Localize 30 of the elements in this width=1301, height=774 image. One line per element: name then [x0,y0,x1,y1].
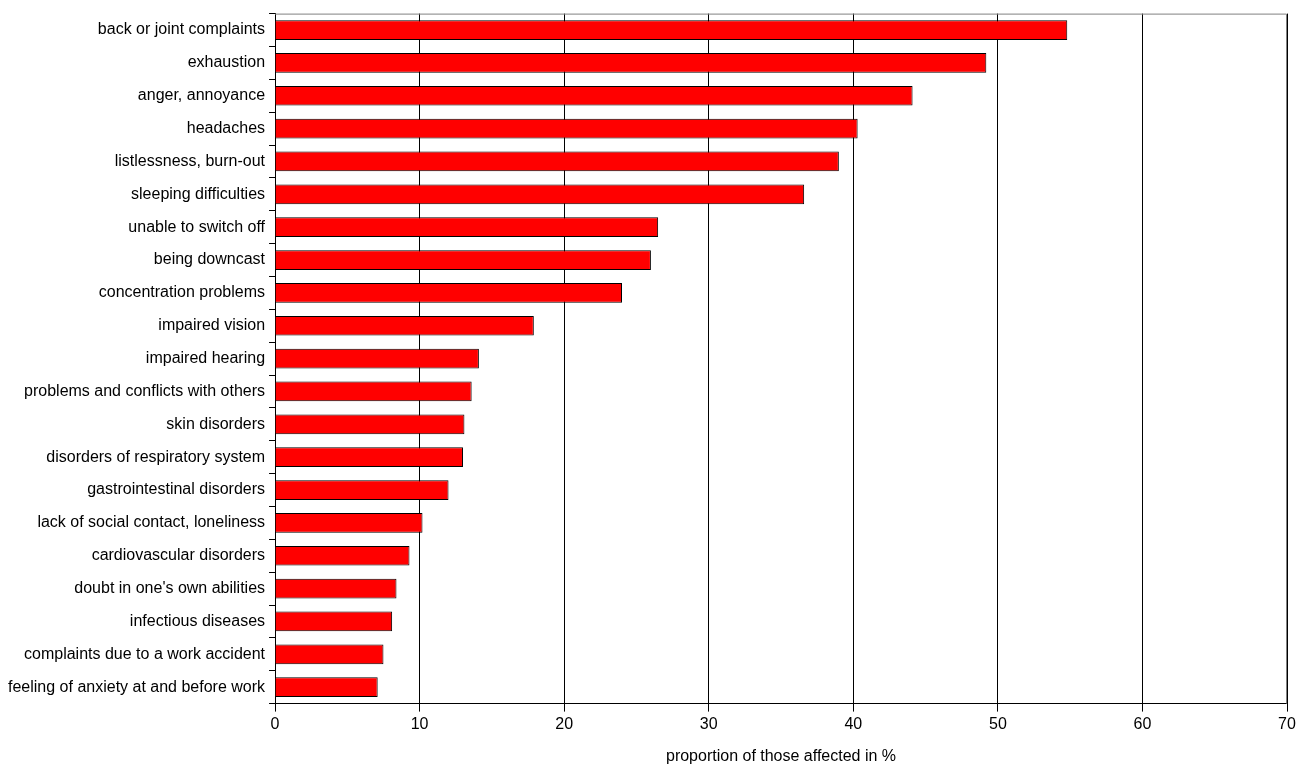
y-tick-label: listlessness, burn-out [114,151,266,169]
y-tick-label: back or joint complaints [97,20,266,38]
y-tick-label: being downcast [153,250,266,268]
y-tick-label: problems and conflicts with others [24,381,266,399]
y-tick-label: unable to switch off [128,217,266,235]
x-tick-label: 70 [1278,714,1296,732]
y-tick-label: gastrointestinal disorders [87,480,266,498]
y-tick-label: disorders of respiratory system [46,447,266,465]
y-tick-label: headaches [186,119,266,137]
y-tick-label: anger, annoyance [137,86,266,104]
y-tick-label: concentration problems [98,283,266,301]
x-axis-title: proportion of those affected in % [665,746,897,764]
x-tick-label: 0 [270,714,280,732]
y-tick-label: exhaustion [187,53,266,71]
y-tick-label: lack of social contact, loneliness [37,513,266,531]
x-tick-label: 50 [988,714,1007,732]
x-tick-label: 40 [844,714,863,732]
y-tick-label: skin disorders [166,414,266,432]
y-tick-label: complaints due to a work accident [24,644,266,662]
y-tick-label: doubt in one's own abilities [74,579,266,597]
x-tick-label: 30 [699,714,718,732]
y-tick-label: impaired vision [158,316,266,334]
y-tick-label: impaired hearing [145,349,266,367]
x-tick-label: 20 [555,714,574,732]
y-tick-label: cardiovascular disorders [91,546,266,564]
x-tick-label: 60 [1133,714,1152,732]
y-tick-label: feeling of anxiety at and before work [8,677,267,695]
y-tick-label: infectious diseases [129,611,266,629]
y-tick-label: sleeping difficulties [131,184,266,202]
x-tick-label: 10 [410,714,429,732]
